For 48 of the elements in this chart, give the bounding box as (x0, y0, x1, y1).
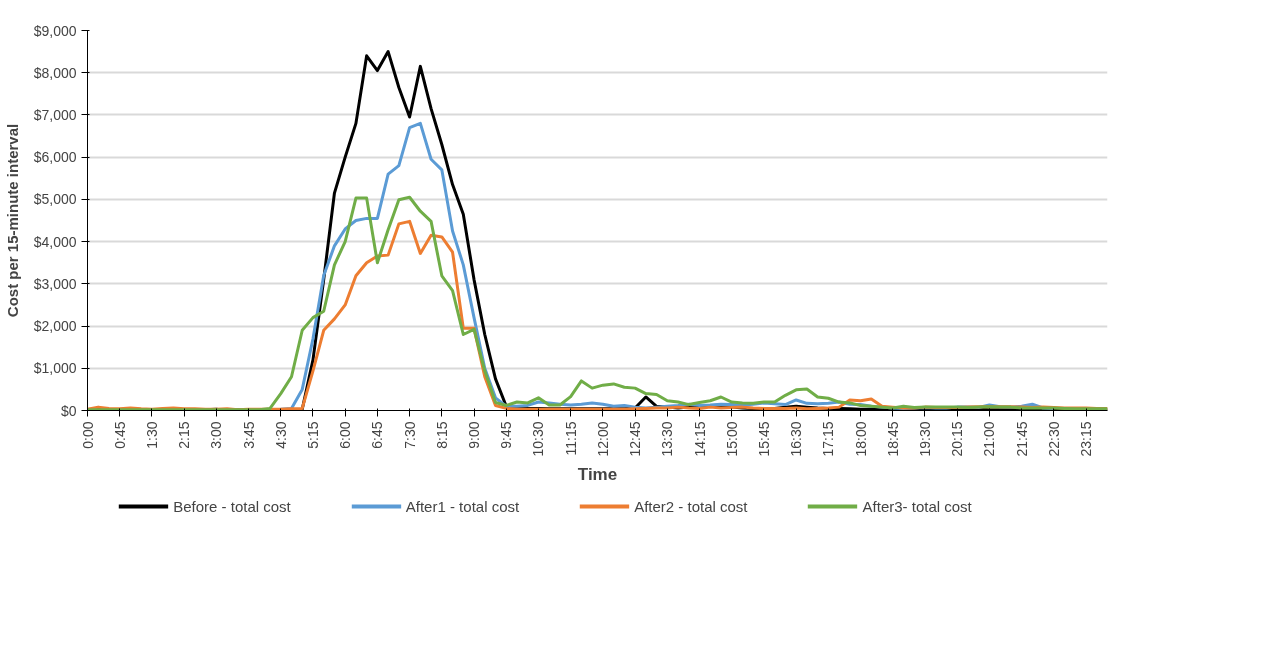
x-tick-label: 0:00 (79, 421, 96, 449)
x-tick-label: 14:15 (691, 421, 708, 457)
x-tick-label: 8:15 (433, 421, 450, 449)
y-tick-label: $6,000 (33, 149, 77, 166)
y-tick-label: $2,000 (33, 318, 77, 335)
x-tick-label: 17:15 (820, 421, 837, 457)
y-tick-label: $7,000 (33, 106, 77, 123)
x-tick-label: 13:30 (659, 421, 676, 457)
y-tick-label: $8,000 (33, 64, 77, 81)
x-tick-label: 9:00 (466, 421, 483, 449)
x-tick-label: 22:30 (1045, 421, 1062, 457)
legend-label: Before - total cost (173, 497, 291, 515)
y-tick-label: $4,000 (33, 233, 77, 250)
x-tick-label: 15:00 (723, 421, 740, 457)
x-tick-label: 21:00 (981, 421, 998, 457)
x-tick-label: 7:30 (401, 421, 418, 449)
x-tick-label: 2:15 (176, 421, 193, 449)
x-tick-label: 4:30 (272, 421, 289, 449)
x-tick-label: 21:45 (1013, 421, 1030, 457)
x-tick-label: 3:00 (208, 421, 225, 449)
y-tick-label: $5,000 (33, 191, 77, 208)
y-tick-label: $1,000 (33, 360, 77, 377)
x-tick-label: 23:15 (1078, 421, 1095, 457)
x-tick-label: 20:15 (949, 421, 966, 457)
x-tick-label: 12:00 (594, 421, 611, 457)
x-tick-label: 9:45 (498, 421, 515, 449)
y-tick-label: $9,000 (33, 22, 77, 39)
x-tick-label: 19:30 (916, 421, 933, 457)
x-tick-label: 1:30 (143, 421, 160, 449)
legend-label: After3- total cost (862, 497, 972, 515)
x-tick-label: 11:15 (562, 421, 579, 456)
legend-label: After1 - total cost (405, 497, 520, 515)
x-tick-label: 6:45 (369, 421, 386, 449)
x-tick-label: 5:15 (304, 421, 321, 449)
x-tick-label: 10:30 (530, 421, 547, 457)
y-axis-title: Cost per 15-minute interval (3, 123, 21, 318)
x-tick-label: 18:00 (852, 421, 869, 457)
y-tick-label: $0 (60, 402, 77, 419)
x-tick-label: 3:45 (240, 421, 257, 449)
x-tick-label: 18:45 (884, 421, 901, 457)
x-axis-title: Time (577, 464, 618, 484)
legend-label: After2 - total cost (634, 497, 748, 515)
y-tick-label: $3,000 (33, 275, 77, 292)
x-tick-label: 6:00 (337, 421, 354, 449)
x-tick-label: 0:45 (111, 421, 128, 449)
x-tick-label: 16:30 (788, 421, 805, 457)
x-tick-label: 12:45 (627, 421, 644, 457)
x-tick-label: 15:45 (755, 421, 772, 457)
